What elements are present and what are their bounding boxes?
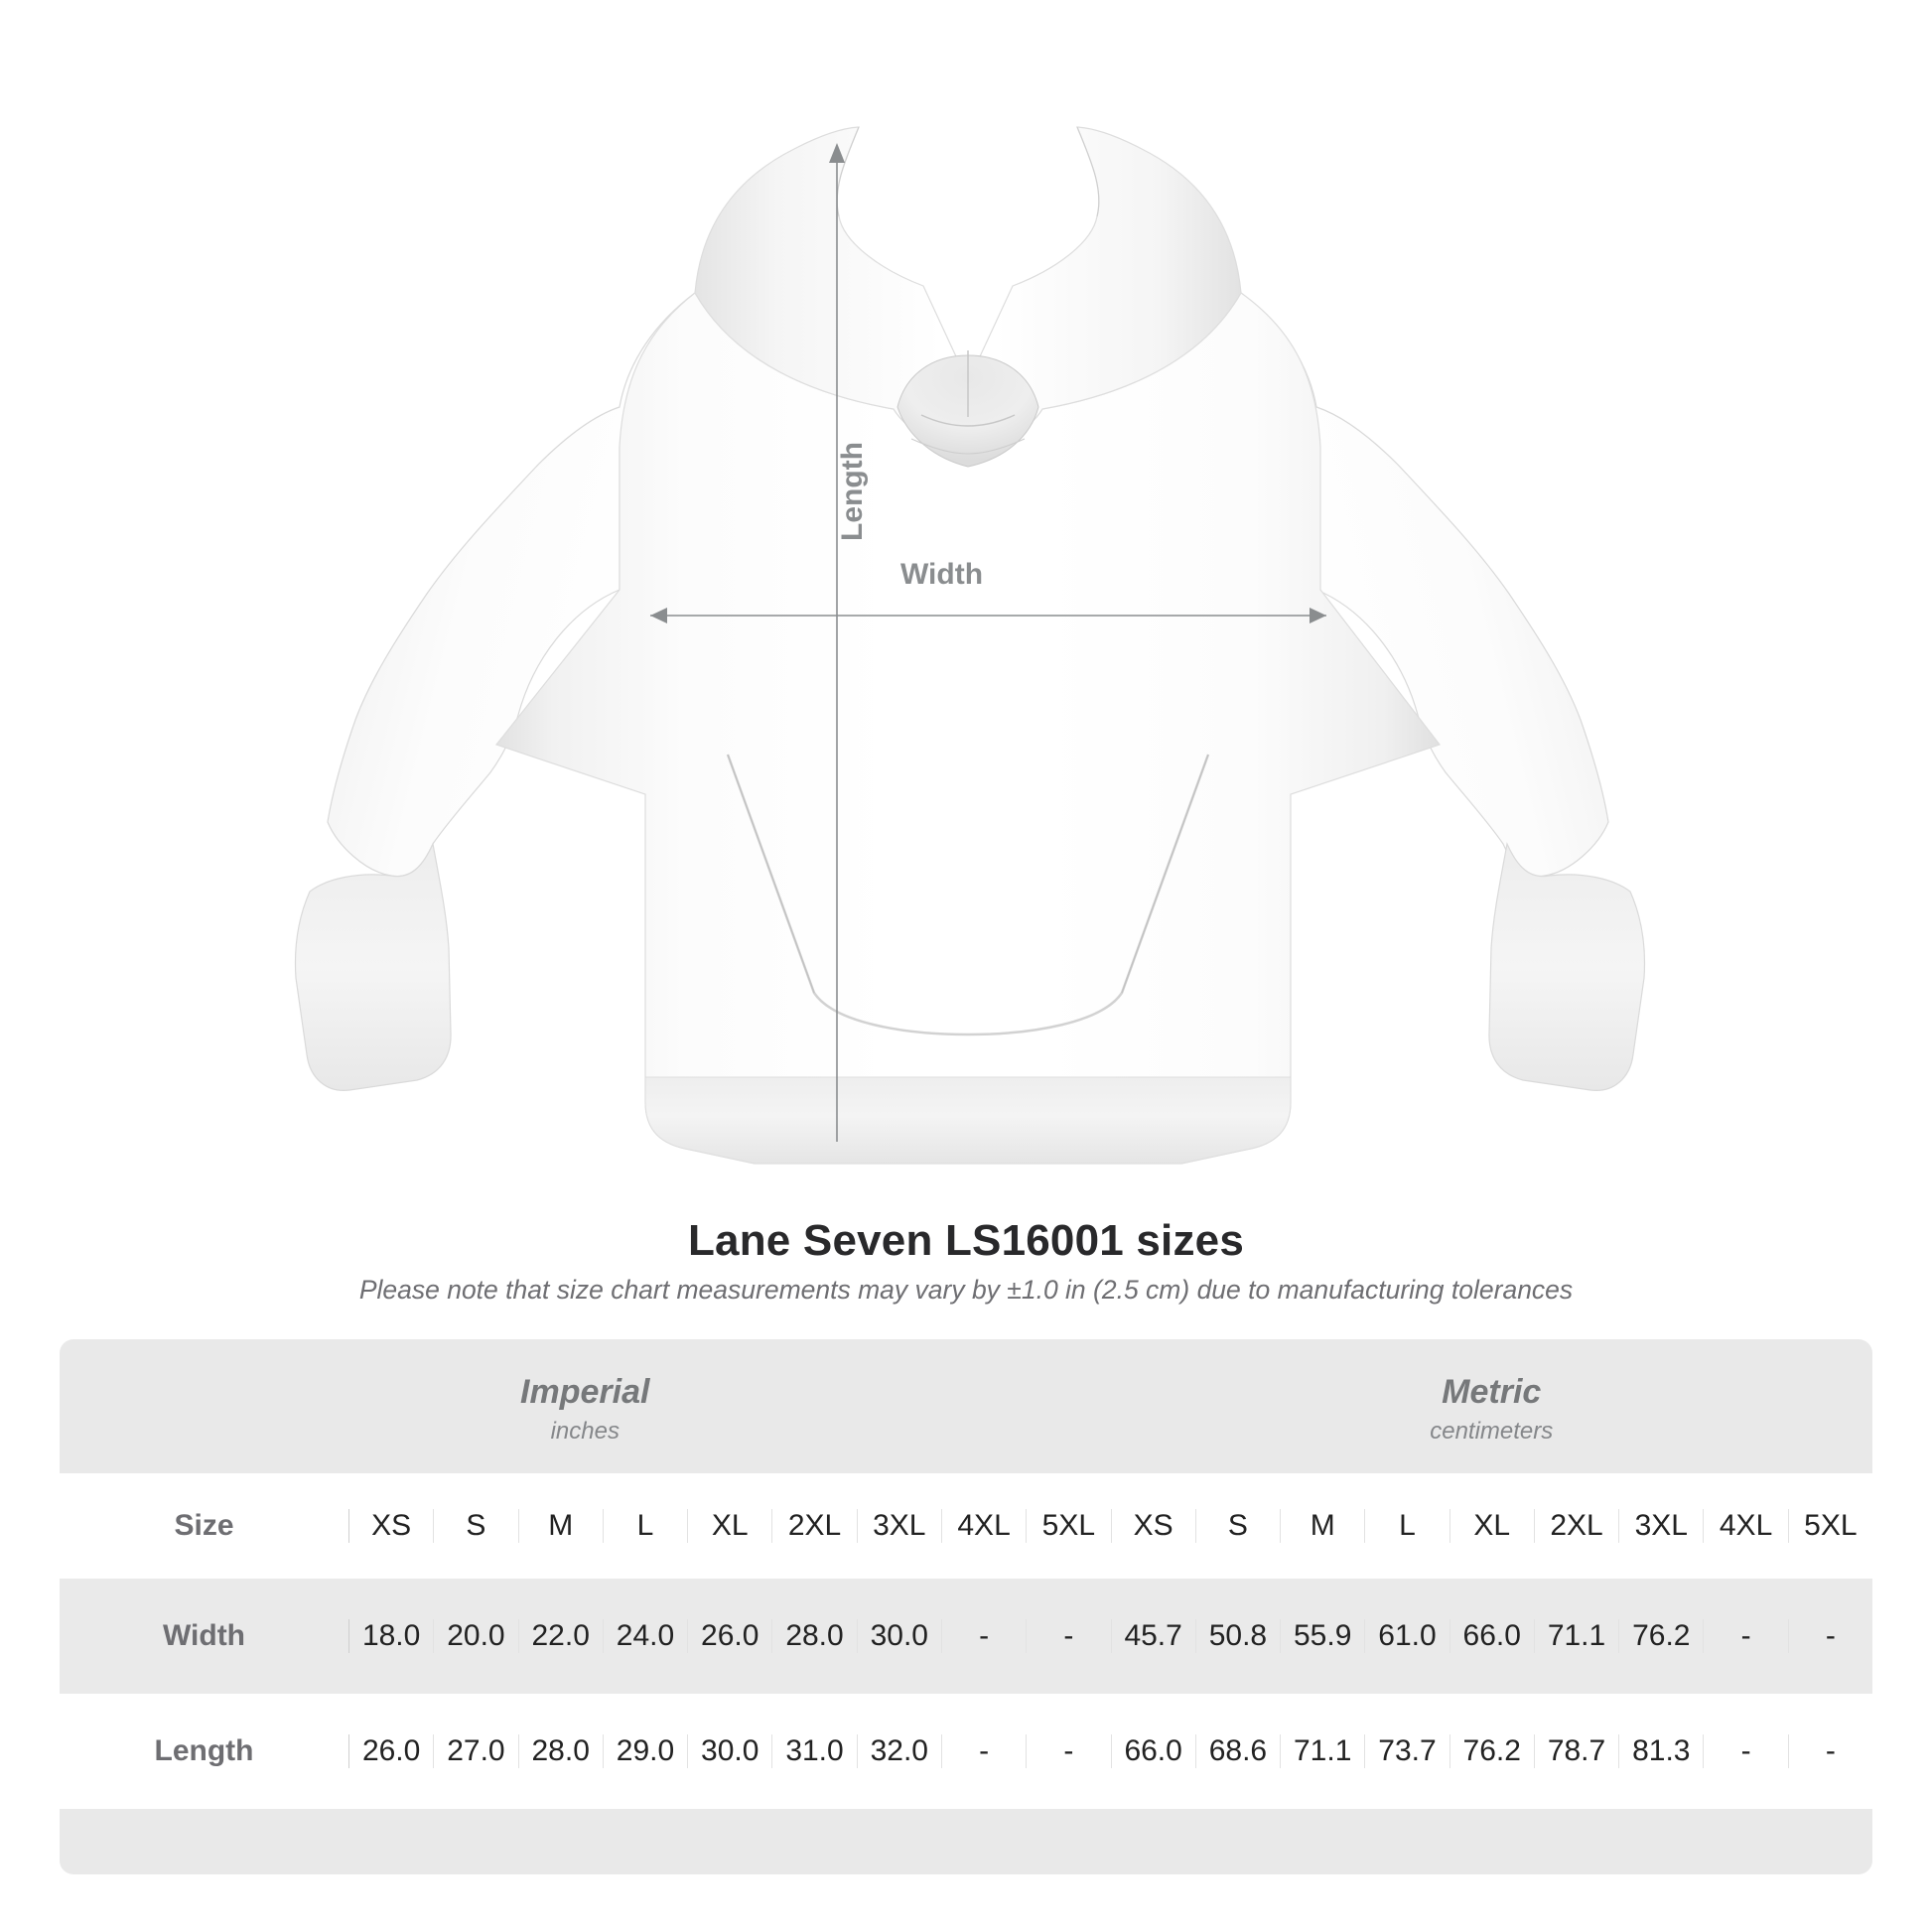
- svg-text:Width: Width: [900, 558, 983, 591]
- svg-text:Length: Length: [836, 442, 869, 541]
